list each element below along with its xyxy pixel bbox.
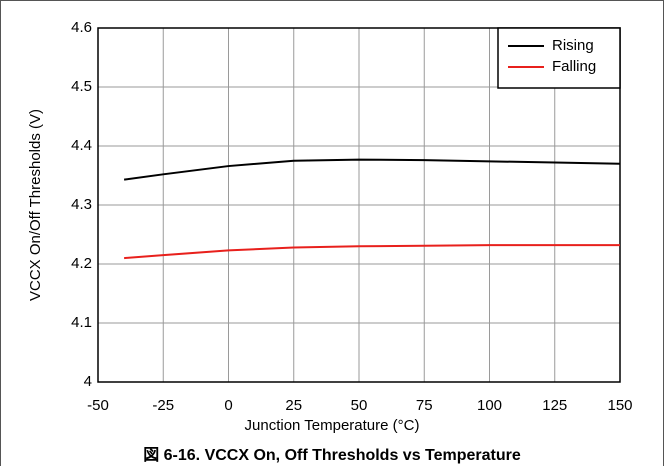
series-line	[123, 158, 621, 181]
x-tick-label: 75	[416, 397, 433, 414]
series-line	[124, 244, 620, 260]
y-tick-label: 4.5	[71, 78, 92, 95]
legend-label: Falling	[552, 58, 596, 75]
caption: 図 6-16. VCCX On, Off Thresholds vs Tempe…	[143, 446, 521, 464]
x-axis-label: Junction Temperature (°C)	[245, 417, 420, 434]
x-tick-label: 50	[351, 397, 368, 414]
x-tick-label: 125	[542, 397, 567, 414]
x-tick-label: 100	[477, 397, 502, 414]
y-tick-label: 4.4	[71, 137, 92, 154]
x-tick-label: -25	[152, 397, 174, 414]
plot-frame	[97, 27, 621, 383]
x-tick-label: 150	[607, 397, 632, 414]
legend-label: Rising	[552, 37, 594, 54]
x-tick-label: 25	[285, 397, 302, 414]
y-tick-label: 4.2	[71, 255, 92, 272]
x-tick-label: -50	[87, 397, 109, 414]
y-axis-label: VCCX On/Off Thresholds (V)	[27, 109, 44, 301]
y-tick-label: 4.3	[71, 196, 92, 213]
y-tick-label: 4.6	[71, 19, 92, 36]
y-tick-label: 4	[84, 373, 92, 390]
x-tick-label: 0	[224, 397, 232, 414]
legend-box	[497, 27, 621, 89]
y-tick-label: 4.1	[71, 314, 92, 331]
